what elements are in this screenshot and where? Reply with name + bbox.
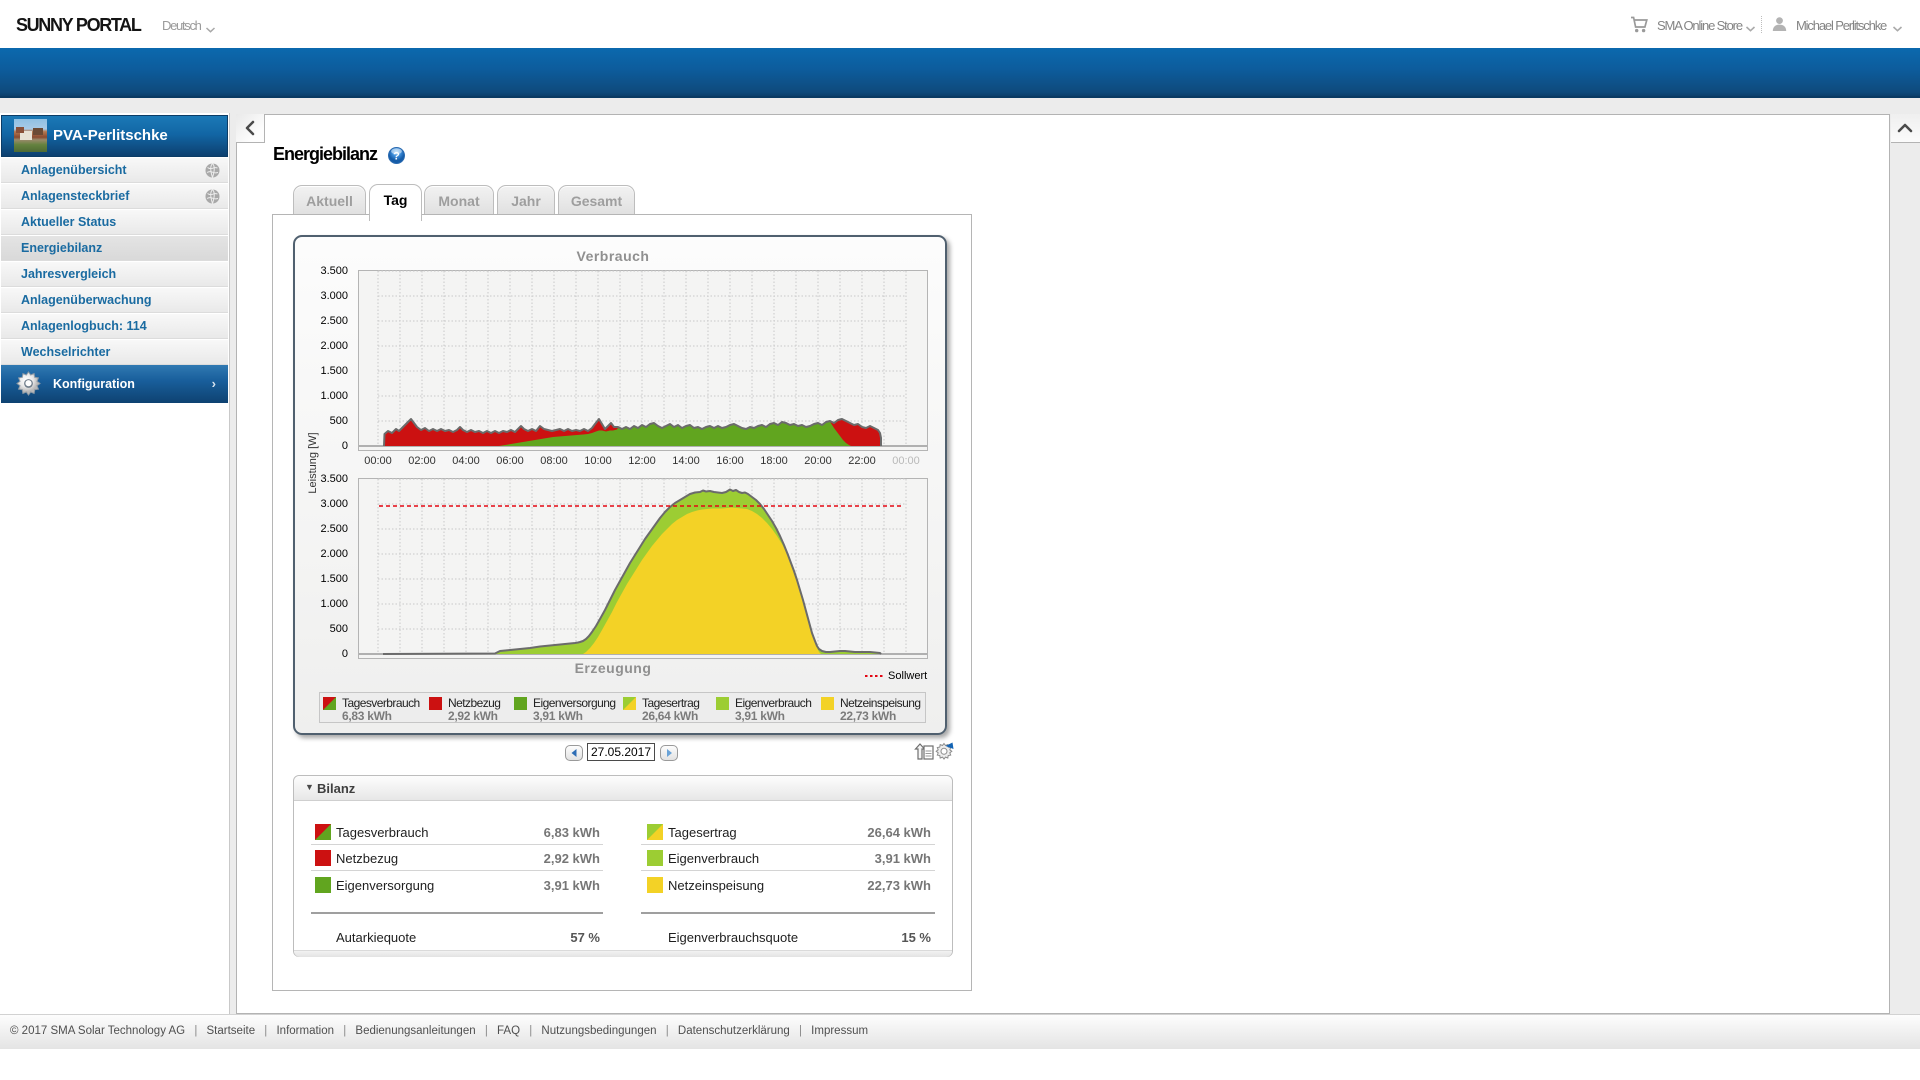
svg-text:?: ? [393,151,400,163]
